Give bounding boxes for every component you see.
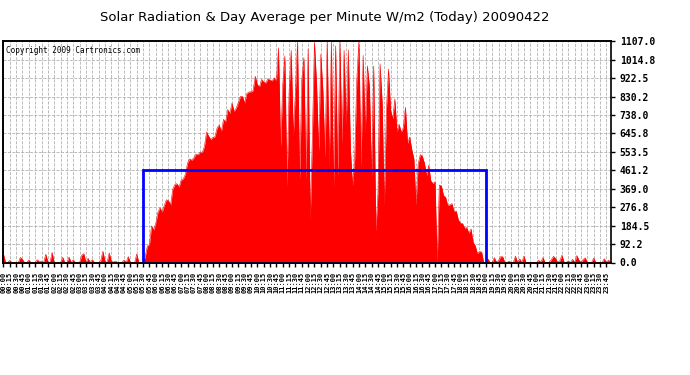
Bar — [143, 170, 486, 262]
Text: Copyright 2009 Cartronics.com: Copyright 2009 Cartronics.com — [6, 46, 141, 55]
Text: Solar Radiation & Day Average per Minute W/m2 (Today) 20090422: Solar Radiation & Day Average per Minute… — [99, 11, 549, 24]
